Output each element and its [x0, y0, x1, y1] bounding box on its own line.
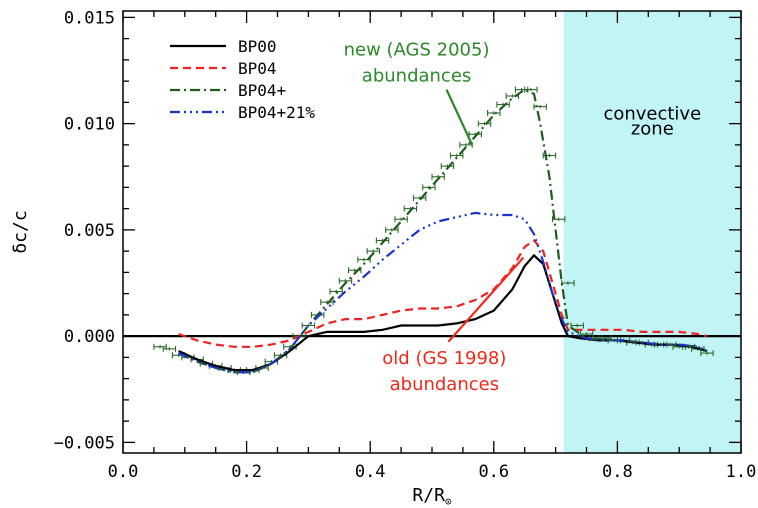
data-point: [431, 173, 445, 180]
convective-zone-label: convective zone: [603, 103, 701, 139]
data-point: [394, 216, 408, 223]
y-tick-label: 0.000: [64, 327, 115, 347]
x-tick-label: 0.2: [231, 462, 262, 482]
annotation-line1: old (GS 1998): [382, 348, 506, 369]
series-line-3: [178, 88, 708, 374]
data-point: [579, 331, 594, 337]
x-tick-labels: 0.0 0.2 0.4 0.6 0.8 1.0: [108, 462, 757, 482]
x-axis-label-sub: ⊙: [445, 495, 452, 508]
data-point: [700, 350, 714, 357]
x-tick-label: 0.8: [602, 462, 633, 482]
annotations: new (AGS 2005) abundances old (GS 1998) abu…: [344, 40, 525, 395]
data-point: [477, 120, 492, 127]
y-tick-label: 0.010: [64, 115, 115, 135]
convective-zone-label-line2: zone: [631, 118, 674, 139]
y-tick-labels: −0.005 0.000 0.005 0.010 0.015: [54, 8, 115, 453]
axis-ticks: [122, 11, 742, 453]
legend-label: BP04+: [238, 81, 286, 100]
annotation-1: new (AGS 2005) abundances: [344, 40, 490, 146]
y-tick-label: 0.005: [64, 221, 115, 241]
annotation-2: old (GS 1998) abundances: [382, 256, 525, 395]
y-tick-label: 0.015: [64, 8, 115, 28]
data-point: [487, 110, 501, 116]
convective-zone-label-line1: convective: [603, 103, 701, 124]
annotation-line1: new (AGS 2005): [344, 40, 490, 61]
convective-zone-region: [563, 11, 741, 453]
data-point: [320, 299, 334, 306]
data-point: [385, 226, 399, 233]
x-tick-label: 1.0: [726, 462, 757, 482]
data-point: [422, 184, 436, 191]
legend-item: BP04+21%: [170, 103, 315, 122]
data-point: [449, 152, 464, 159]
data-point: [496, 101, 510, 108]
legend-item: BP04+: [170, 81, 286, 100]
legend-item: BP04: [170, 59, 277, 78]
legend-label: BP04: [238, 59, 277, 78]
data-point: [524, 86, 538, 93]
y-axis-label: δc/c: [10, 210, 31, 253]
data-point: [329, 288, 343, 295]
series-line-2: [178, 239, 708, 348]
x-tick-label: 0.4: [355, 462, 386, 482]
annotation-line2: abundances: [362, 66, 472, 87]
x-tick-label: 0.0: [108, 462, 139, 482]
legend: BP00 BP04 BP04+ BP04+21%: [170, 37, 315, 122]
x-axis-label-main: R/R: [412, 485, 445, 506]
legend-item: BP00: [170, 37, 277, 56]
x-tick-label: 0.6: [478, 462, 509, 482]
annotation-pointer: [447, 256, 525, 343]
data-point: [301, 322, 316, 329]
legend-label: BP00: [238, 37, 277, 56]
x-axis-label: R/R⊙: [412, 485, 451, 508]
legend-label: BP04+21%: [238, 103, 315, 122]
annotation-pointer: [445, 89, 474, 146]
annotation-line2: abundances: [390, 374, 500, 395]
data-point: [162, 345, 177, 352]
data-point: [570, 322, 584, 329]
y-tick-label: −0.005: [54, 433, 115, 453]
model-series: [178, 88, 708, 374]
series-line-4: [178, 211, 708, 374]
